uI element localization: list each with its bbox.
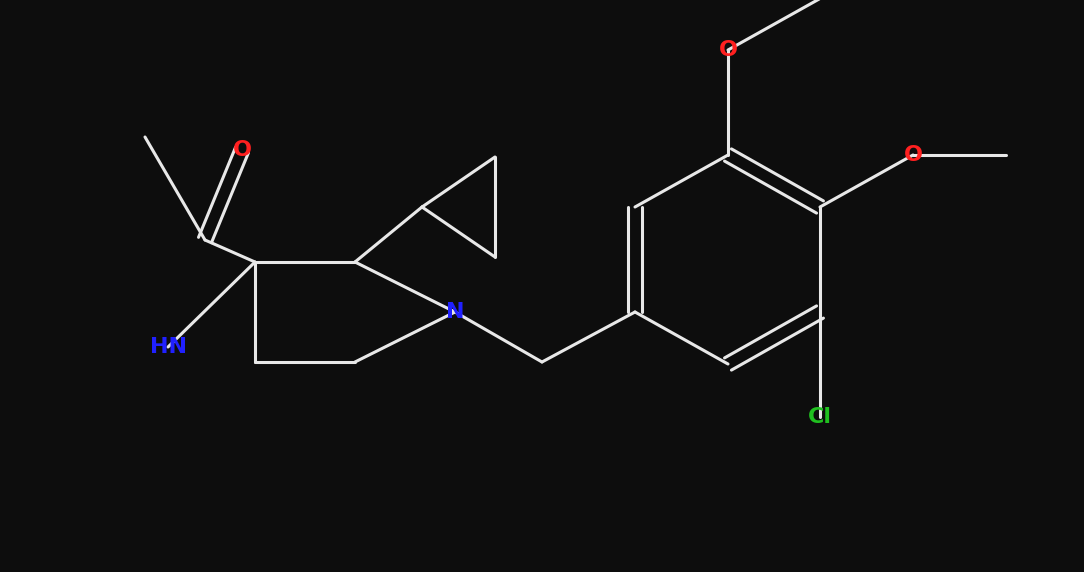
Text: O: O bbox=[903, 145, 922, 165]
Text: N: N bbox=[446, 302, 464, 322]
Text: O: O bbox=[232, 140, 251, 160]
Text: Cl: Cl bbox=[808, 407, 833, 427]
Text: O: O bbox=[719, 40, 737, 60]
Text: HN: HN bbox=[150, 337, 186, 357]
